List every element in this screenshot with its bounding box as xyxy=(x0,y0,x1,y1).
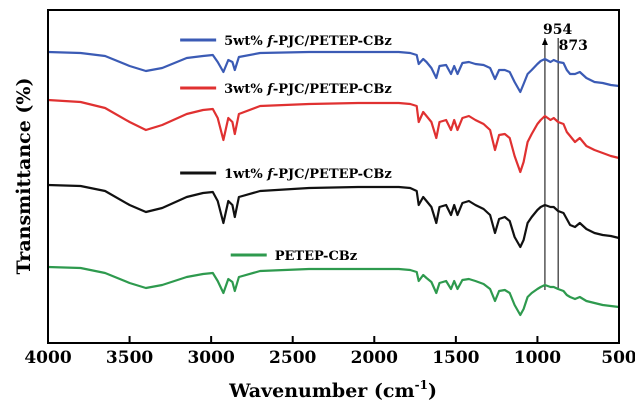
series-line-4 xyxy=(47,265,620,317)
series-line-2 xyxy=(47,98,620,174)
series-layer xyxy=(47,50,620,317)
x-tick-label: 3500 xyxy=(106,348,153,368)
x-tick-label: 3000 xyxy=(187,348,234,368)
x-axis-title: Wavenumber (cm-1) xyxy=(228,378,437,402)
annotation-label-873: 873 xyxy=(559,38,588,54)
legend-label-4: PETEP-CBz xyxy=(275,249,357,264)
legend-label-2: 3wt% f-PJC/PETEP-CBz xyxy=(224,82,392,97)
annotation-label-954: 954 xyxy=(543,22,572,38)
x-tick-label: 1000 xyxy=(514,348,561,368)
annotation-arrow xyxy=(541,38,548,45)
legend-label-1: 5wt% f-PJC/PETEP-CBz xyxy=(224,34,392,49)
plot-frame xyxy=(47,9,620,344)
x-tick-label: 1500 xyxy=(432,348,479,368)
x-tick-label: 2500 xyxy=(269,348,316,368)
series-line-1 xyxy=(47,50,620,94)
x-tick-label: 2000 xyxy=(351,348,398,368)
y-axis-title: Transmittance (%) xyxy=(13,78,35,275)
legend-layer: 5wt% f-PJC/PETEP-CBz 3wt% f-PJC/PETEP-CBz… xyxy=(180,34,392,264)
x-tick-label: 4000 xyxy=(24,348,71,368)
x-tick-layer: 4000 3500 3000 2500 2000 1500 1000 500 xyxy=(24,336,635,368)
x-tick-label: 500 xyxy=(601,348,635,368)
series-line-3 xyxy=(47,183,620,249)
legend-label-3: 1wt% f-PJC/PETEP-CBz xyxy=(224,167,392,182)
